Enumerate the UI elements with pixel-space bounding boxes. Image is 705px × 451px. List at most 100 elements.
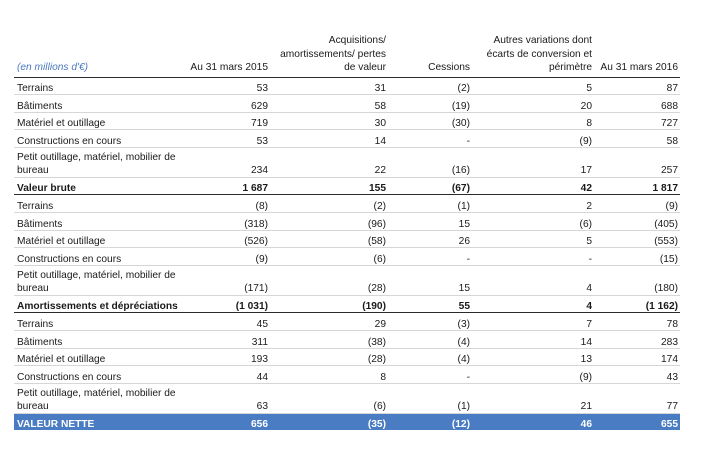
cell-value: 58 <box>594 129 680 148</box>
row-label: Petit outillage, matériel, mobilier de b… <box>14 265 182 296</box>
cell-value: (318) <box>182 212 270 231</box>
table-row: Bâtiments 629 58 (19) 20 688 <box>14 94 680 113</box>
cell-value: 20 <box>472 94 594 113</box>
cell-value: 17 <box>472 147 594 178</box>
table-body: Terrains 53 31 (2) 5 87 Bâtiments 629 58 (19) 20 68… <box>14 77 680 431</box>
row-label: Bâtiments <box>14 94 182 113</box>
cell-value: (553) <box>594 230 680 249</box>
cell-value: 257 <box>594 147 680 178</box>
column-header: Au 31 mars 2016 <box>594 34 680 78</box>
cell-value: 688 <box>594 94 680 113</box>
cell-value: 26 <box>388 230 472 249</box>
cell-value: (30) <box>388 112 472 131</box>
cell-value: (190) <box>270 294 388 314</box>
row-label: Constructions en cours <box>14 247 182 266</box>
table-row: Constructions en cours 53 14- (9) 58 <box>14 129 680 148</box>
cell-value: (28) <box>270 265 388 296</box>
table-row: Bâtiments (318) (96) 15 (6) (405) <box>14 212 680 231</box>
cell-value: 21 <box>472 383 594 414</box>
cell-value: (19) <box>388 94 472 113</box>
row-label: Constructions en cours <box>14 129 182 148</box>
table-row: Matériel et outillage 719 30 (30) 8 727 <box>14 112 680 131</box>
cell-value: 53 <box>182 77 270 96</box>
subtotal-row: Valeur brute 1 687 155 (67) 42 1 817 <box>14 176 680 196</box>
cell-value: 63 <box>182 383 270 414</box>
cell-value: (9) <box>594 194 680 214</box>
cell-value: (6) <box>270 247 388 266</box>
table-row: Terrains 53 31 (2) 5 87 <box>14 77 680 96</box>
cell-value: - <box>388 365 472 384</box>
cell-value: 4 <box>472 265 594 296</box>
header-row: (en millions d'€) Au 31 mars 2015 Acquis… <box>14 34 680 78</box>
table-row: Petit outillage, matériel, mobilier de b… <box>14 383 680 414</box>
cell-value: - <box>388 247 472 266</box>
cell-value: 22 <box>270 147 388 178</box>
fixed-assets-table: (en millions d'€) Au 31 mars 2015 Acquis… <box>14 34 680 431</box>
cell-value: (67) <box>388 176 472 196</box>
cell-value: 30 <box>270 112 388 131</box>
cell-value: (4) <box>388 348 472 367</box>
cell-value: 1 817 <box>594 176 680 196</box>
cell-value: (35) <box>270 413 388 431</box>
unit-label: (en millions d'€) <box>14 34 182 78</box>
cell-value: 78 <box>594 312 680 332</box>
row-label: Petit outillage, matériel, mobilier de b… <box>14 147 182 178</box>
row-label: Terrains <box>14 77 182 96</box>
cell-value: (9) <box>472 365 594 384</box>
cell-value: 53 <box>182 129 270 148</box>
cell-value: 311 <box>182 330 270 349</box>
cell-value: 155 <box>270 176 388 196</box>
table-row: Terrains (8) (2) (1) 2 (9) <box>14 194 680 214</box>
cell-value: (15) <box>594 247 680 266</box>
row-label: Bâtiments <box>14 212 182 231</box>
cell-value: - <box>472 247 594 266</box>
cell-value: 234 <box>182 147 270 178</box>
cell-value: (4) <box>388 330 472 349</box>
row-label: Petit outillage, matériel, mobilier de b… <box>14 383 182 414</box>
cell-value: 7 <box>472 312 594 332</box>
row-label: Bâtiments <box>14 330 182 349</box>
cell-value: 58 <box>270 94 388 113</box>
cell-value: (2) <box>270 194 388 214</box>
cell-value: 46 <box>472 413 594 431</box>
cell-value: 5 <box>472 77 594 96</box>
column-header: Acquisitions/ amortissements/ pertes de … <box>270 34 388 78</box>
cell-value: 193 <box>182 348 270 367</box>
cell-value: 14 <box>472 330 594 349</box>
cell-value: (8) <box>182 194 270 214</box>
cell-value: 656 <box>182 413 270 431</box>
cell-value: 727 <box>594 112 680 131</box>
row-label: Matériel et outillage <box>14 348 182 367</box>
row-label: Terrains <box>14 312 182 332</box>
cell-value: 174 <box>594 348 680 367</box>
cell-value: 42 <box>472 176 594 196</box>
row-label: Matériel et outillage <box>14 112 182 131</box>
cell-value: 45 <box>182 312 270 332</box>
cell-value: (1) <box>388 383 472 414</box>
cell-value: 15 <box>388 212 472 231</box>
cell-value: 14 <box>270 129 388 148</box>
column-header: Autres variations dont écarts de convers… <box>472 34 594 78</box>
cell-value: 629 <box>182 94 270 113</box>
cell-value: 8 <box>472 112 594 131</box>
cell-value: (171) <box>182 265 270 296</box>
cell-value: 77 <box>594 383 680 414</box>
table-row: Constructions en cours (9) (6) - - (15) <box>14 247 680 266</box>
row-label: Amortissements et dépréciations <box>14 294 182 314</box>
table-row: Matériel et outillage (526) (58) 26 5 (553) <box>14 230 680 249</box>
cell-value: (12) <box>388 413 472 431</box>
cell-value: (28) <box>270 348 388 367</box>
column-header: Cessions <box>388 34 472 78</box>
table-row: Matériel et outillage 193 (28) (4) 13 174 <box>14 348 680 367</box>
table-row: Petit outillage, matériel, mobilier de b… <box>14 265 680 296</box>
cell-value: 719 <box>182 112 270 131</box>
column-header: Au 31 mars 2015 <box>182 34 270 78</box>
cell-value: (405) <box>594 212 680 231</box>
cell-value: (3) <box>388 312 472 332</box>
row-label: Valeur brute <box>14 176 182 196</box>
cell-value: (16) <box>388 147 472 178</box>
cell-value: (1 031) <box>182 294 270 314</box>
table-row: Petit outillage, matériel, mobilier de b… <box>14 147 680 178</box>
table-row: Bâtiments 311 (38) (4) 14 283 <box>14 330 680 349</box>
cell-value: (2) <box>388 77 472 96</box>
